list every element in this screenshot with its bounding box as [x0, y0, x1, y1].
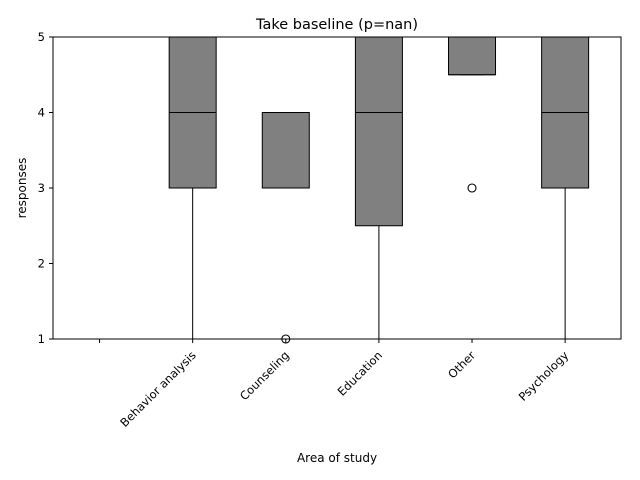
box-2 [261, 112, 310, 189]
y-tick-label-2: 3 [38, 181, 45, 195]
x-tick-label-3: Education [335, 348, 385, 398]
box-3 [354, 36, 403, 227]
flier-4-0 [467, 183, 477, 193]
box-4 [448, 36, 497, 76]
axes-frame [52, 36, 622, 340]
chart-title: Take baseline (p=nan) [255, 17, 418, 33]
x-tick-label-4: Other [445, 348, 478, 381]
y-tick-label-0: 1 [38, 332, 45, 346]
plot-area: 1 2 3 4 5 Behavior analysis Counseling Educatio… [38, 30, 622, 430]
flier-2-0 [281, 334, 291, 344]
x-tick-label-1: Behavior analysis [117, 348, 199, 430]
y-tick-label-3: 4 [38, 106, 45, 120]
x-tick-label-2: Counseling [237, 348, 292, 403]
y-tick-label-1: 2 [38, 257, 45, 271]
x-axis-label: Area of study [297, 451, 377, 465]
y-tick-label-4: 5 [38, 30, 45, 44]
x-tick-label-5: Psychology [516, 348, 572, 404]
y-axis-label: responses [15, 158, 29, 219]
